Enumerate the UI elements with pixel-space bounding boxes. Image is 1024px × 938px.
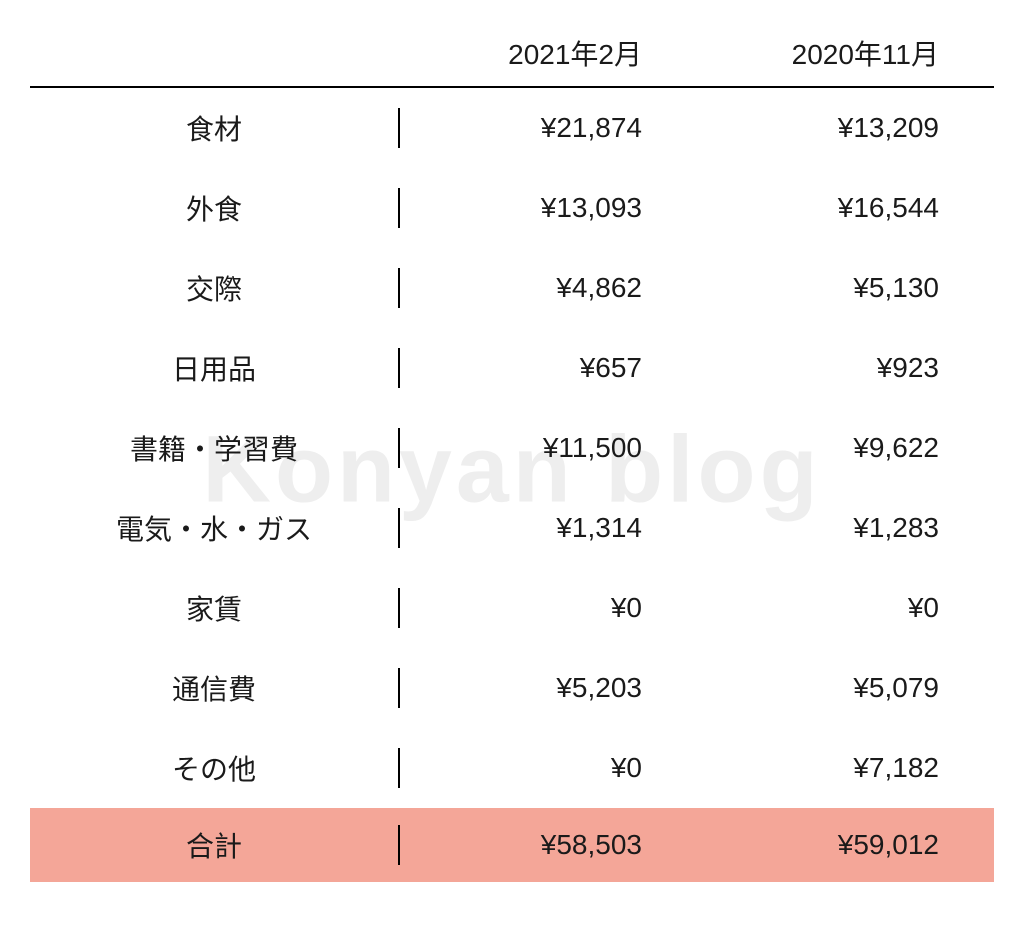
- table-row: 書籍・学習費 ¥11,500 ¥9,622: [30, 408, 994, 488]
- total-value: ¥58,503: [400, 829, 697, 861]
- row-value: ¥11,500: [400, 432, 697, 464]
- table-total-row: 合計 ¥58,503 ¥59,012: [30, 808, 994, 882]
- table-row: 家賃 ¥0 ¥0: [30, 568, 994, 648]
- table-row: 食材 ¥21,874 ¥13,209: [30, 88, 994, 168]
- table-row: 日用品 ¥657 ¥923: [30, 328, 994, 408]
- row-value: ¥16,544: [697, 192, 994, 224]
- table-row: 交際 ¥4,862 ¥5,130: [30, 248, 994, 328]
- row-value: ¥9,622: [697, 432, 994, 464]
- row-label: 電気・水・ガス: [30, 508, 400, 548]
- row-value: ¥0: [697, 592, 994, 624]
- row-value: ¥7,182: [697, 752, 994, 784]
- header-col-1: 2021年2月: [400, 33, 697, 73]
- row-label: 書籍・学習費: [30, 428, 400, 468]
- total-label: 合計: [30, 825, 400, 865]
- row-value: ¥5,079: [697, 672, 994, 704]
- expense-table: 2021年2月 2020年11月 食材 ¥21,874 ¥13,209 外食 ¥…: [30, 20, 994, 882]
- row-label: 食材: [30, 108, 400, 148]
- table-row: 外食 ¥13,093 ¥16,544: [30, 168, 994, 248]
- total-value: ¥59,012: [697, 829, 994, 861]
- row-value: ¥4,862: [400, 272, 697, 304]
- row-label: 通信費: [30, 668, 400, 708]
- table-row: その他 ¥0 ¥7,182: [30, 728, 994, 808]
- row-label: 外食: [30, 188, 400, 228]
- row-value: ¥1,283: [697, 512, 994, 544]
- row-value: ¥5,203: [400, 672, 697, 704]
- row-label: 日用品: [30, 348, 400, 388]
- row-value: ¥13,209: [697, 112, 994, 144]
- row-value: ¥13,093: [400, 192, 697, 224]
- row-value: ¥0: [400, 752, 697, 784]
- header-col-2: 2020年11月: [697, 33, 994, 73]
- row-label: 交際: [30, 268, 400, 308]
- row-value: ¥1,314: [400, 512, 697, 544]
- row-value: ¥21,874: [400, 112, 697, 144]
- row-value: ¥657: [400, 352, 697, 384]
- row-value: ¥0: [400, 592, 697, 624]
- table-row: 電気・水・ガス ¥1,314 ¥1,283: [30, 488, 994, 568]
- row-label: 家賃: [30, 588, 400, 628]
- table-header-row: 2021年2月 2020年11月: [30, 20, 994, 88]
- row-label: その他: [30, 748, 400, 788]
- row-value: ¥923: [697, 352, 994, 384]
- table-row: 通信費 ¥5,203 ¥5,079: [30, 648, 994, 728]
- row-value: ¥5,130: [697, 272, 994, 304]
